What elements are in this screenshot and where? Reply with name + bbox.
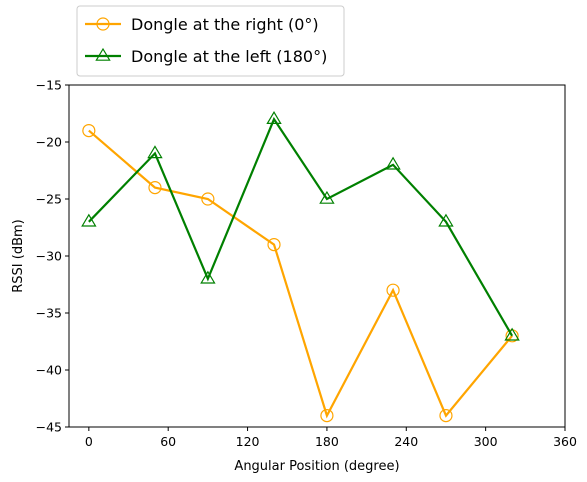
x-tick-label: 300 bbox=[474, 434, 498, 449]
data-point bbox=[266, 111, 282, 125]
series-line bbox=[88, 116, 514, 337]
series-line bbox=[88, 129, 513, 419]
legend-marker bbox=[96, 17, 110, 31]
data-point bbox=[82, 124, 96, 138]
data-point bbox=[439, 409, 453, 423]
data-point bbox=[201, 192, 215, 206]
data-point bbox=[319, 190, 335, 204]
y-axis-label: RSSI (dBm) bbox=[11, 219, 26, 292]
data-point bbox=[386, 283, 400, 297]
x-axis-label: Angular Position (degree) bbox=[234, 459, 399, 474]
y-tick-label: −30 bbox=[36, 249, 62, 264]
y-tick-label: −15 bbox=[36, 78, 62, 93]
legend-label: Dongle at the right (0°) bbox=[131, 15, 319, 34]
data-point bbox=[267, 238, 281, 252]
x-axis-ticks: 0 60 120 180 240 300 360 bbox=[85, 427, 577, 449]
legend: Dongle at the right (0°) Dongle at the le… bbox=[76, 5, 345, 77]
x-tick-label: 120 bbox=[236, 434, 260, 449]
legend-label: Dongle at the left (180°) bbox=[131, 47, 327, 66]
data-point bbox=[147, 145, 163, 159]
data-point bbox=[385, 156, 401, 170]
series-2 bbox=[81, 111, 520, 341]
plot-area: 0 60 120 180 240 300 360 −15 −20 −25 −30 −35 −40 −45 bbox=[36, 78, 577, 450]
y-tick-label: −25 bbox=[36, 192, 62, 207]
series-layer bbox=[81, 111, 520, 423]
series-1 bbox=[82, 124, 519, 423]
y-tick-label: −20 bbox=[36, 135, 62, 150]
x-tick-label: 0 bbox=[85, 434, 93, 449]
legend-item-1: Dongle at the right (0°) bbox=[85, 15, 319, 34]
y-tick-label: −40 bbox=[36, 363, 62, 378]
x-tick-label: 60 bbox=[160, 434, 176, 449]
data-point bbox=[148, 181, 162, 195]
y-tick-label: −45 bbox=[36, 420, 62, 435]
legend-marker bbox=[95, 47, 111, 61]
x-tick-label: 180 bbox=[315, 434, 339, 449]
x-tick-label: 360 bbox=[553, 434, 577, 449]
y-tick-label: −35 bbox=[36, 306, 62, 321]
x-tick-label: 240 bbox=[394, 434, 418, 449]
y-axis-ticks: −15 −20 −25 −30 −35 −40 −45 bbox=[36, 78, 69, 435]
legend-frame bbox=[76, 5, 345, 77]
data-point bbox=[438, 213, 454, 227]
data-point bbox=[200, 270, 216, 284]
plot-frame bbox=[68, 84, 566, 428]
legend-item-2: Dongle at the left (180°) bbox=[85, 47, 327, 66]
data-point bbox=[320, 409, 334, 423]
data-point bbox=[81, 213, 97, 227]
data-point bbox=[504, 327, 520, 341]
